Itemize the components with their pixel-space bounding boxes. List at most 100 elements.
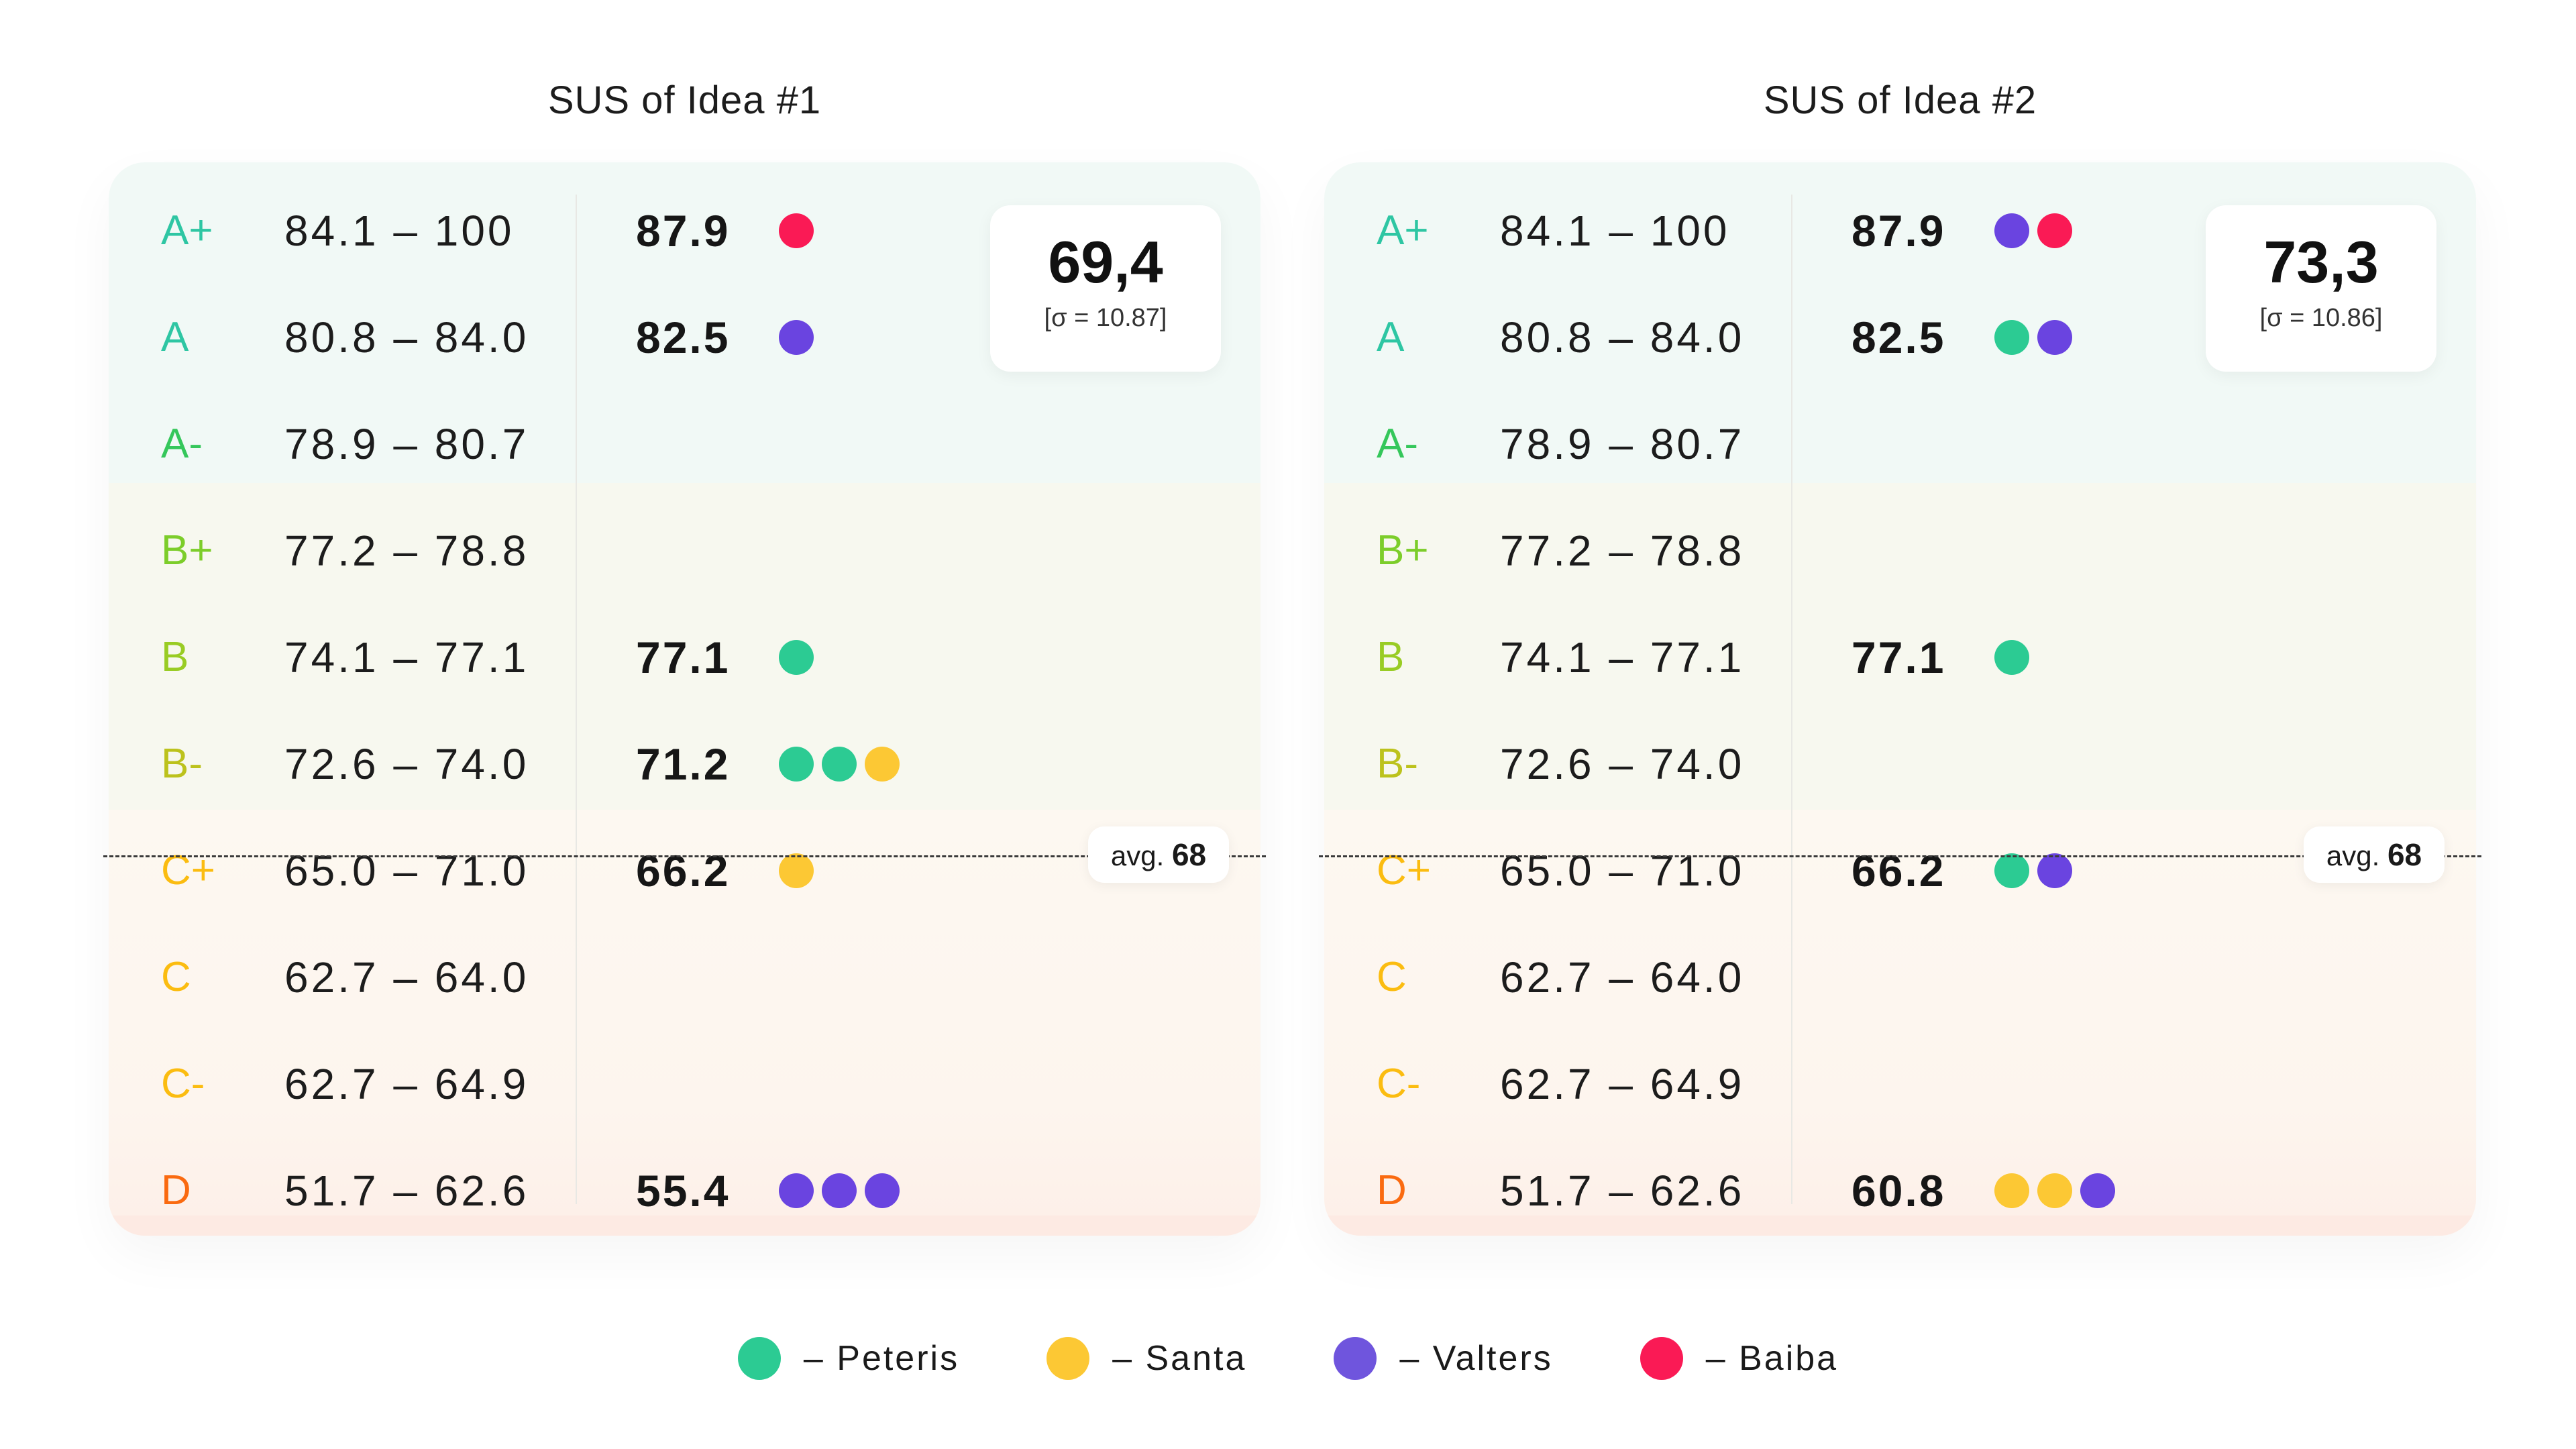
peteris-dot [779,640,814,675]
grade-range: 84.1 – 100 [284,207,515,255]
average-value: 68 [2387,837,2422,872]
santa-dot [779,853,814,888]
grade-range: 62.7 – 64.0 [1500,953,1745,1002]
valters-dot [2037,320,2072,355]
score-value: 82.5 [1851,313,1946,362]
legend-label: – Valters [1399,1339,1553,1378]
grade-row: C 62.7 – 64.0 [109,925,1260,1030]
grade-row: C+ 65.0 – 71.0 66.2 [1324,818,2476,923]
legend-label: – Santa [1112,1339,1247,1378]
legend-label: – Baiba [1705,1339,1839,1378]
respondent-dots [779,853,814,888]
grade-row: A- 78.9 – 80.7 [1324,392,2476,496]
grade-label: B+ [1377,527,1429,574]
valters-dot [865,1173,900,1208]
grade-label: B+ [161,527,213,574]
mean-score: 73,3 [2263,229,2379,295]
respondent-dots [779,213,814,248]
baiba-dot-icon [1640,1337,1683,1380]
peteris-dot-icon [737,1337,781,1380]
score-value: 77.1 [636,633,731,682]
sus-panel-idea-2: SUS of Idea #2 A+ 84.1 – 100 87.9 A 80.8 – 8… [1319,40,2481,1241]
grade-range: 77.2 – 78.8 [1500,527,1745,575]
grade-range: 77.2 – 78.8 [284,527,529,575]
panel-title: SUS of Idea #1 [547,78,822,122]
respondent-dots [1994,1173,2115,1208]
respondent-dots [1994,640,2029,675]
zone-bottom-strip [1324,1216,2476,1236]
zone-b-background [1324,483,2476,810]
zone-c-background [1324,810,2476,1236]
panel-title: SUS of Idea #2 [1763,78,2037,122]
grade-row: B- 72.6 – 74.0 [1324,712,2476,816]
grade-range: 65.0 – 71.0 [1500,847,1745,895]
respondent-dots [1994,213,2072,248]
score-value: 66.2 [636,846,731,896]
grade-row: B+ 77.2 – 78.8 [109,498,1260,603]
grade-row: A- 78.9 – 80.7 [109,392,1260,496]
grade-label: B- [1377,741,1418,787]
legend: – Peteris – Santa – Valters – Baiba [0,1325,2576,1392]
grade-label: B [161,634,189,680]
zone-c-background [109,810,1260,1236]
grade-row: A+ 84.1 – 100 87.9 [1324,178,2476,283]
respondent-dots [779,320,814,355]
peteris-dot [1994,853,2029,888]
respondent-dots [779,1173,900,1208]
grade-row: A 80.8 – 84.0 82.5 [109,285,1260,390]
grade-range: 62.7 – 64.9 [1500,1060,1745,1108]
legend-item-santa: – Santa [1046,1325,1246,1392]
valters-dot-icon [1334,1337,1377,1380]
grade-range: 62.7 – 64.9 [284,1060,529,1108]
grade-label: D [1377,1167,1407,1214]
grade-row: C- 62.7 – 64.9 [1324,1032,2476,1136]
zone-b-background [109,483,1260,810]
zone-bottom-strip [109,1216,1260,1236]
santa-dot-icon [1046,1337,1090,1380]
average-badge: avg. 68 [1088,826,1229,883]
legend-item-peteris: – Peteris [737,1325,960,1392]
grade-range: 74.1 – 77.1 [1500,633,1745,682]
grade-range: 78.9 – 80.7 [284,420,529,468]
grade-label: C- [161,1061,205,1107]
grade-card: A+ 84.1 – 100 87.9 A 80.8 – 84.0 82.5 A- 78.9 –… [1324,162,2476,1236]
legend-label: – Peteris [803,1339,960,1378]
grade-range: 51.7 – 62.6 [1500,1167,1745,1215]
legend-item-baiba: – Baiba [1640,1325,1838,1392]
valters-dot [779,320,814,355]
santa-dot [1994,1173,2029,1208]
grade-label: A- [1377,421,1418,467]
grade-label: A+ [1377,207,1429,254]
grade-row: C- 62.7 – 64.9 [109,1032,1260,1136]
peteris-dot [822,747,857,782]
valters-dot [2037,853,2072,888]
grade-range: 74.1 – 77.1 [284,633,529,682]
grade-range: 78.9 – 80.7 [1500,420,1745,468]
respondent-dots [1994,320,2072,355]
grade-row: D 51.7 – 62.6 55.4 [109,1138,1260,1236]
average-label: avg. [1110,840,1165,871]
grade-range: 84.1 – 100 [1500,207,1730,255]
grade-range: 72.6 – 74.0 [284,740,529,788]
average-line [1319,855,2481,857]
score-value: 55.4 [636,1166,731,1216]
grade-row: C 62.7 – 64.0 [1324,925,2476,1030]
grade-row: B- 72.6 – 74.0 71.2 [109,712,1260,816]
sus-panel-idea-1: SUS of Idea #1 A+ 84.1 – 100 87.9 A 80.8 – 8… [103,40,1266,1241]
grade-label: B [1377,634,1405,680]
grade-label: A- [161,421,203,467]
valters-dot [1994,213,2029,248]
std-deviation: [σ = 10.87] [1044,304,1167,332]
score-value: 87.9 [636,206,731,256]
grade-row: A 80.8 – 84.0 82.5 [1324,285,2476,390]
grade-row: B+ 77.2 – 78.8 [1324,498,2476,603]
legend-item-valters: – Valters [1334,1325,1552,1392]
grade-label: C+ [1377,847,1431,894]
mean-score: 69,4 [1048,229,1163,295]
santa-dot [865,747,900,782]
valters-dot [822,1173,857,1208]
grade-range: 51.7 – 62.6 [284,1167,529,1215]
std-deviation: [σ = 10.86] [2259,304,2383,332]
average-line [103,855,1266,857]
score-value: 82.5 [636,313,731,362]
